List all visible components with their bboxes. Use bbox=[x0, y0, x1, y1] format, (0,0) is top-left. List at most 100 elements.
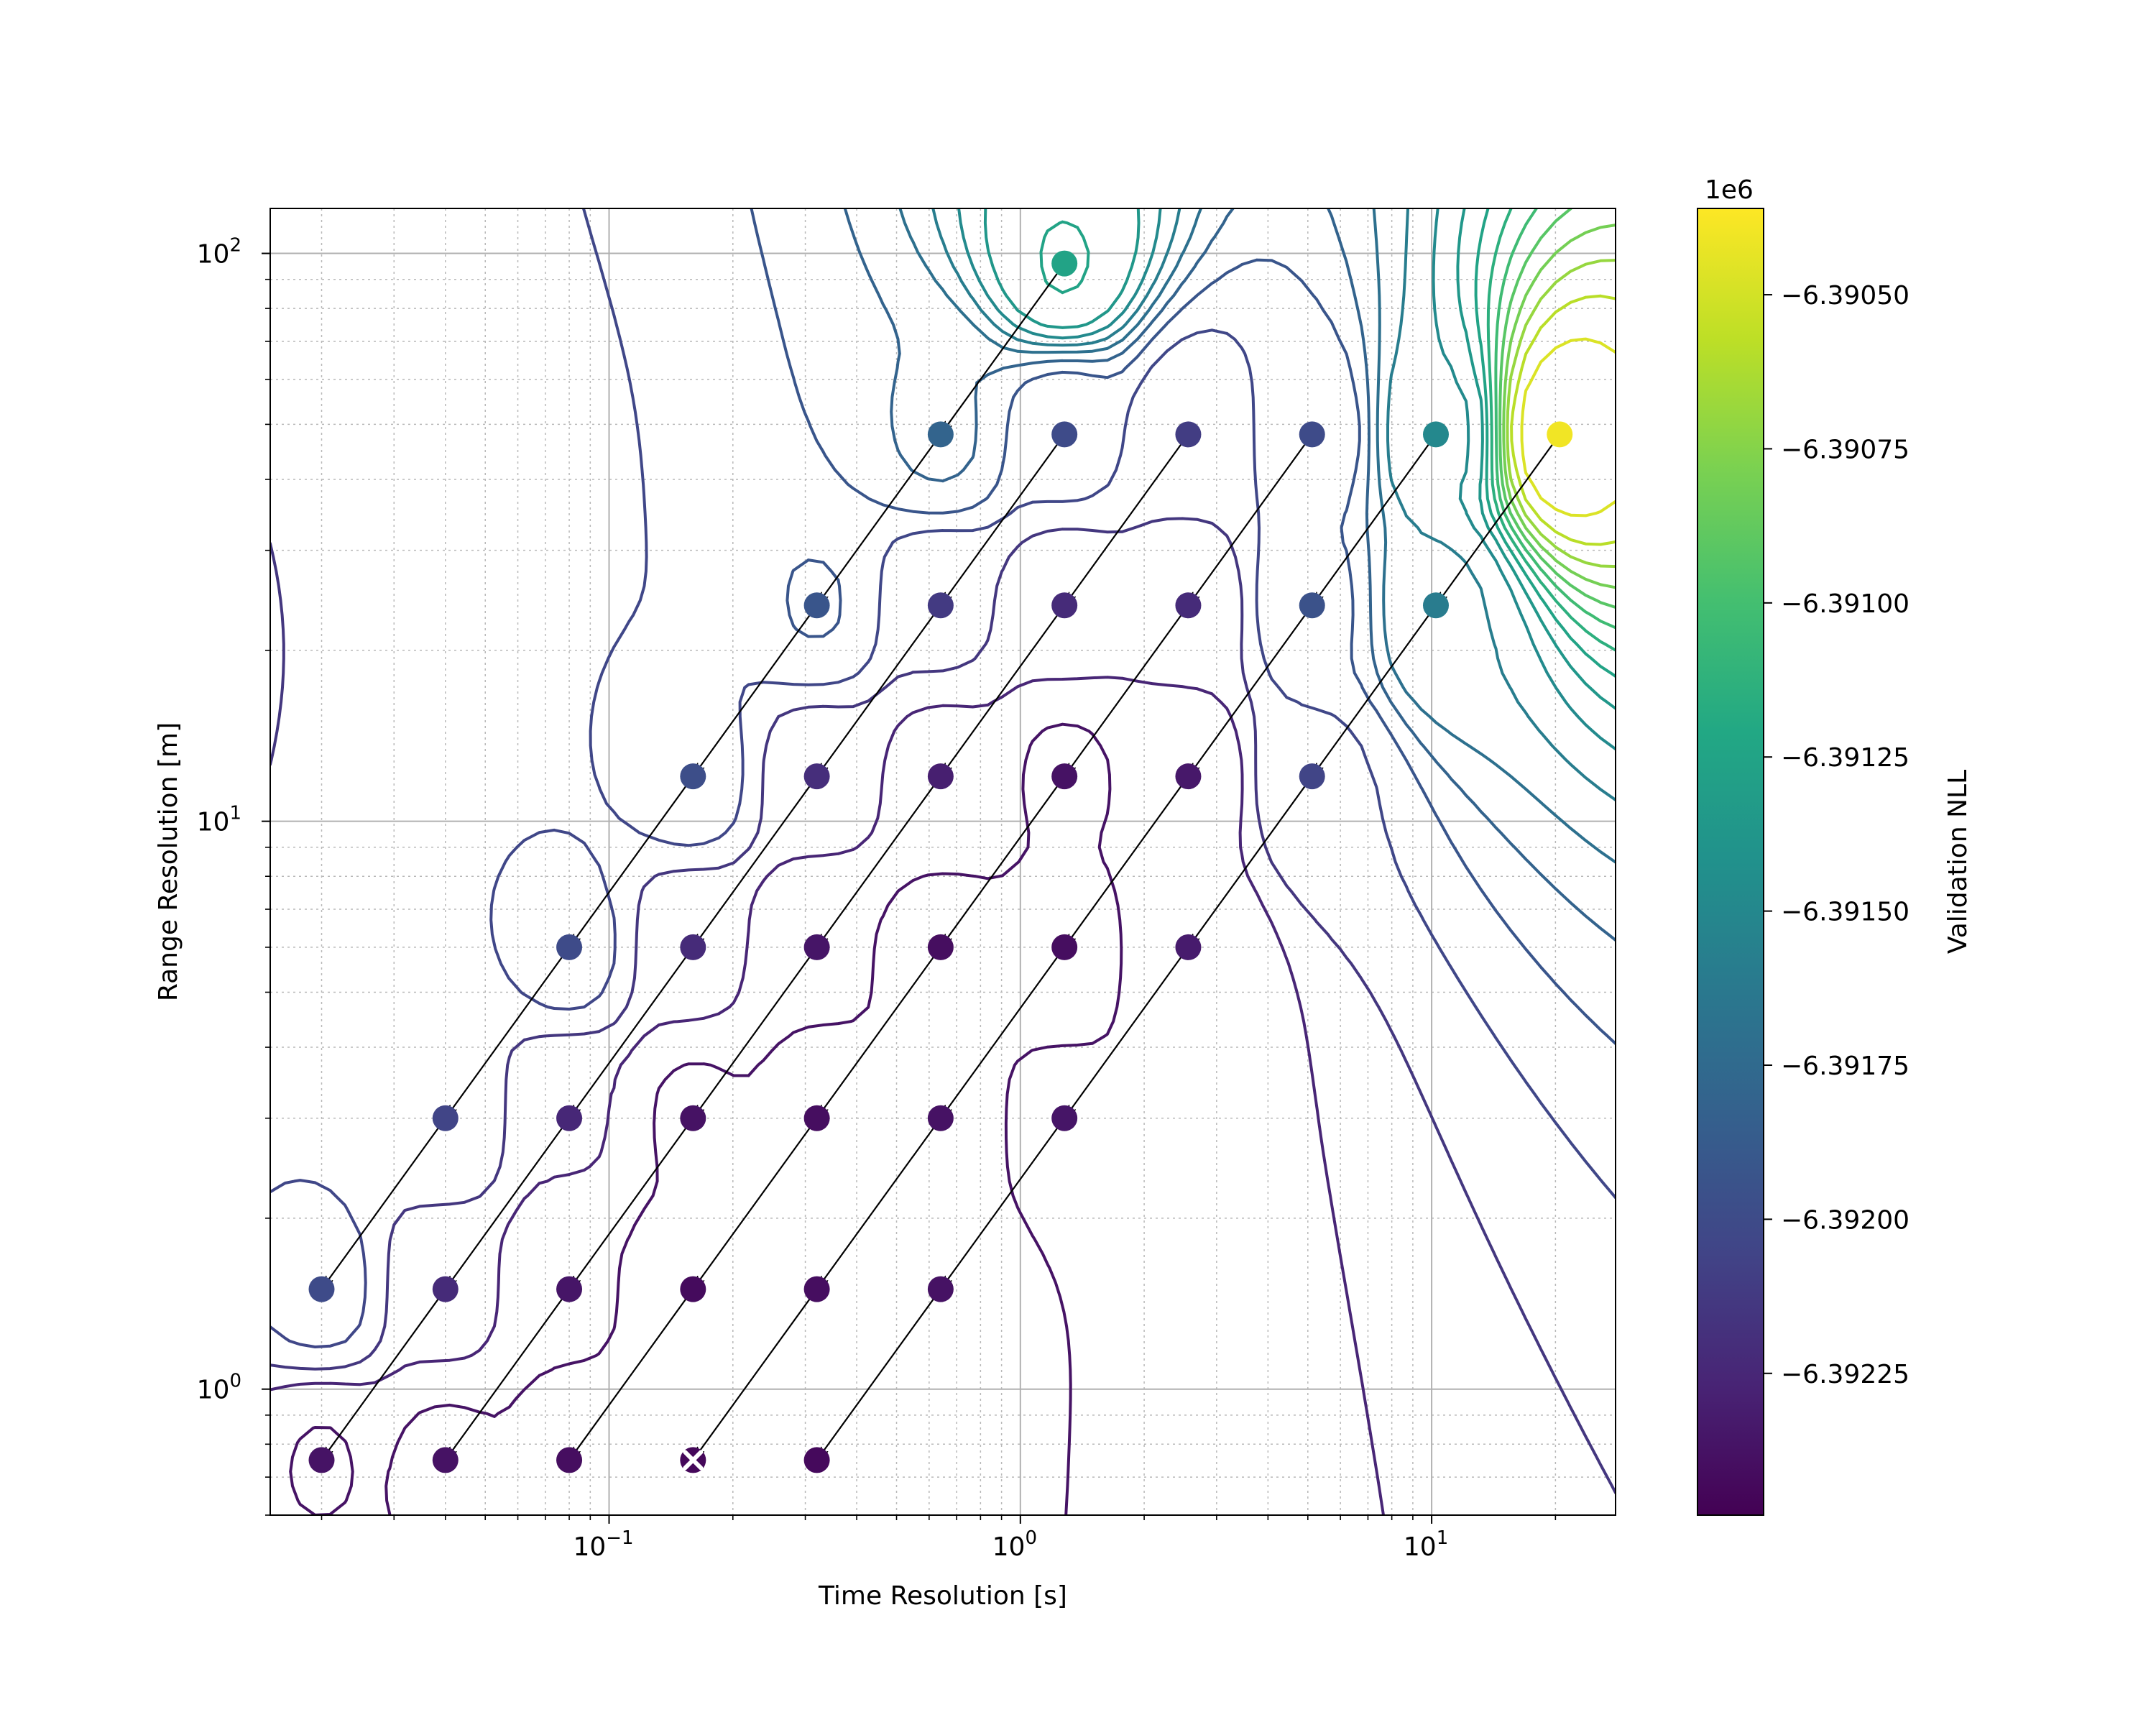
data-point bbox=[680, 1105, 706, 1131]
step-arrow bbox=[573, 950, 691, 1114]
step-arrow bbox=[1068, 437, 1187, 601]
step-arrow bbox=[448, 1121, 568, 1284]
step-arrow bbox=[573, 779, 691, 943]
data-point bbox=[1422, 421, 1449, 448]
data-point bbox=[1299, 421, 1325, 448]
data-point bbox=[556, 934, 583, 960]
contour-line bbox=[270, 517, 1616, 1494]
contour-line bbox=[1494, 208, 1616, 630]
colorbar-gradient bbox=[1697, 208, 1764, 1516]
colorbar-tick-label: −6.39200 bbox=[1781, 1205, 1909, 1235]
data-point bbox=[1175, 934, 1202, 960]
data-point bbox=[432, 1105, 459, 1131]
nll-contours bbox=[270, 208, 1616, 1515]
colorbar-tick-label: −6.39125 bbox=[1781, 743, 1909, 773]
step-arrow bbox=[820, 1121, 939, 1284]
contour-line bbox=[931, 208, 1616, 801]
step-arrow bbox=[325, 1292, 444, 1455]
step-arrow bbox=[820, 1292, 939, 1455]
data-point bbox=[1051, 934, 1078, 960]
minor-grid bbox=[270, 208, 1616, 1516]
colorbar: −6.39050 −6.39075 −6.39100 −6.39125 −6.39150… bbox=[1697, 175, 1973, 1516]
x-axis-ticks: 10−1 100 101 bbox=[321, 1515, 1557, 1562]
contour-line bbox=[1520, 337, 1616, 518]
data-point bbox=[556, 1447, 583, 1473]
step-arrow bbox=[696, 950, 815, 1114]
contour-line bbox=[957, 208, 1616, 751]
step-arrow bbox=[573, 1292, 691, 1455]
best-point-marker bbox=[683, 1450, 704, 1471]
scatter-points bbox=[308, 250, 1573, 1473]
step-arrow bbox=[448, 1292, 568, 1455]
step-arrow bbox=[820, 950, 939, 1114]
contour-line bbox=[1498, 208, 1616, 609]
y-tick-label: 101 bbox=[197, 803, 241, 837]
contour-line bbox=[983, 208, 1616, 710]
data-point bbox=[803, 592, 830, 619]
step-arrow bbox=[820, 608, 939, 772]
data-point bbox=[308, 1447, 335, 1473]
data-point bbox=[1051, 421, 1078, 448]
step-arrow bbox=[448, 950, 568, 1114]
contour-line bbox=[1502, 224, 1616, 589]
step-arrow bbox=[696, 779, 815, 943]
data-point bbox=[803, 1447, 830, 1473]
data-point bbox=[1051, 1105, 1078, 1131]
data-point bbox=[680, 934, 706, 960]
step-arrow bbox=[1439, 437, 1558, 601]
data-point bbox=[1051, 592, 1078, 619]
step-arrow bbox=[696, 1121, 815, 1284]
data-point bbox=[1175, 421, 1202, 448]
contour-line bbox=[1486, 208, 1616, 652]
step-arrows bbox=[325, 266, 1558, 1455]
data-point bbox=[927, 421, 954, 448]
major-grid bbox=[270, 208, 1616, 1515]
x-tick-label: 10−1 bbox=[573, 1527, 633, 1562]
step-arrow bbox=[1192, 437, 1311, 601]
colorbar-tick-label: −6.39100 bbox=[1781, 589, 1909, 619]
contour-line bbox=[1506, 259, 1616, 569]
step-arrow bbox=[820, 779, 939, 943]
step-arrow bbox=[696, 608, 815, 772]
step-arrow bbox=[325, 1121, 444, 1284]
step-arrow bbox=[1192, 779, 1311, 943]
step-arrow bbox=[944, 950, 1063, 1114]
data-point bbox=[803, 763, 830, 790]
contour-line bbox=[289, 722, 1123, 1515]
step-arrow bbox=[1315, 608, 1434, 772]
step-arrow bbox=[944, 608, 1063, 772]
data-point bbox=[803, 1276, 830, 1302]
data-point bbox=[927, 1276, 954, 1302]
step-arrow bbox=[944, 1121, 1063, 1284]
data-point bbox=[927, 592, 954, 619]
colorbar-tick-label: −6.39175 bbox=[1781, 1052, 1909, 1081]
data-point bbox=[1051, 250, 1078, 277]
data-point bbox=[308, 1276, 335, 1302]
data-point bbox=[927, 763, 954, 790]
contour-line bbox=[1510, 294, 1616, 546]
data-point bbox=[927, 934, 954, 960]
step-arrow bbox=[944, 779, 1063, 943]
contour-line bbox=[270, 208, 1616, 1348]
colorbar-tick-label: −6.39075 bbox=[1781, 435, 1909, 464]
step-arrow bbox=[1068, 779, 1187, 943]
contour-line bbox=[750, 208, 1616, 1045]
data-point bbox=[803, 934, 830, 960]
contour-line bbox=[843, 208, 1616, 942]
data-point bbox=[1547, 421, 1573, 448]
data-point bbox=[556, 1276, 583, 1302]
step-arrow bbox=[1315, 437, 1434, 601]
x-tick-label: 101 bbox=[1404, 1527, 1448, 1562]
colorbar-tick-label: −6.39150 bbox=[1781, 898, 1909, 927]
colorbar-label: Validation NLL bbox=[1943, 770, 1973, 954]
data-point bbox=[1175, 592, 1202, 619]
plot-frame bbox=[270, 208, 1616, 1516]
data-point bbox=[680, 1276, 706, 1302]
step-arrow bbox=[1068, 950, 1187, 1114]
data-point bbox=[680, 763, 706, 790]
data-point bbox=[432, 1276, 459, 1302]
data-point bbox=[803, 1105, 830, 1131]
data-point bbox=[1175, 763, 1202, 790]
data-point bbox=[1299, 592, 1325, 619]
data-point bbox=[1422, 592, 1449, 619]
